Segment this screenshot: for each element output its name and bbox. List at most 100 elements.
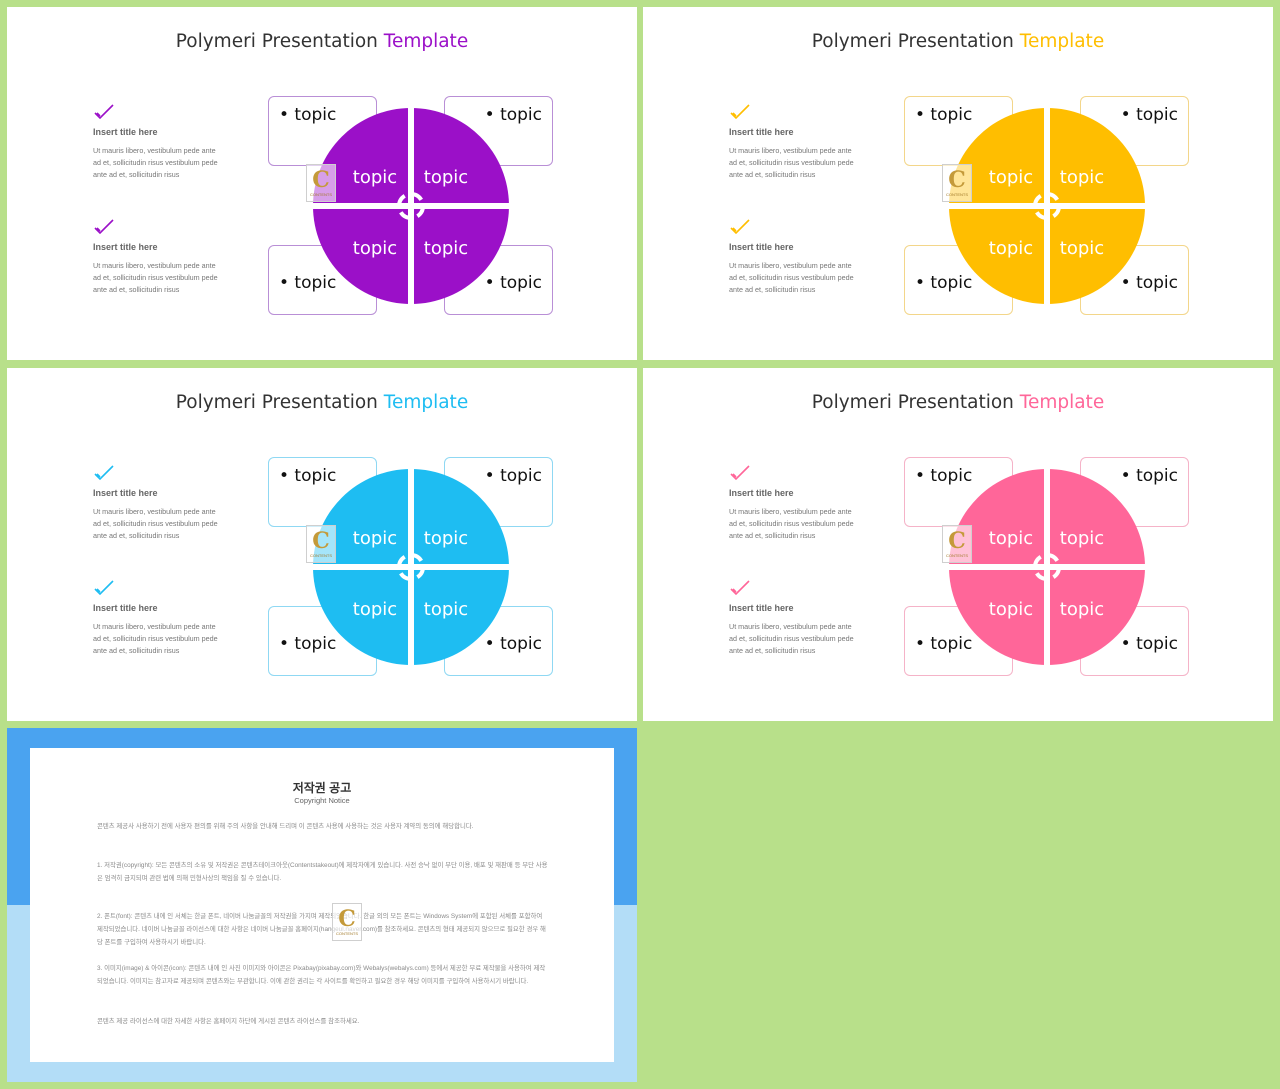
item-title: Insert title here xyxy=(93,242,158,252)
topic-box-label: • topic xyxy=(915,105,973,125)
slide-thumbnail[interactable]: Polymeri Presentation Template Insert ti… xyxy=(643,368,1273,721)
topic-box-label: • topic xyxy=(915,466,973,486)
quadrant-label: topic xyxy=(1060,599,1104,620)
topic-box-label: • topic xyxy=(915,273,973,293)
divider xyxy=(949,203,1145,209)
topic-box-label: • topic xyxy=(484,273,542,293)
list-item: Insert title here Ut mauris libero, vest… xyxy=(729,218,859,296)
topic-box-label: • topic xyxy=(279,634,337,654)
quadrant-label: topic xyxy=(424,528,468,549)
item-title: Insert title here xyxy=(93,603,158,613)
watermark-text: CONTENTS xyxy=(310,192,332,197)
list-item: Insert title here Ut mauris libero, vest… xyxy=(93,103,223,181)
item-title: Insert title here xyxy=(729,488,794,498)
slide-thumbnail[interactable]: Polymeri Presentation Template Insert ti… xyxy=(7,7,637,360)
check-icon xyxy=(730,580,750,596)
topic-box-label: • topic xyxy=(1120,634,1178,654)
topic-box-label: • topic xyxy=(915,634,973,654)
title-accent: Template xyxy=(383,392,469,413)
center-ring-icon xyxy=(397,553,425,581)
list-item: Insert title here Ut mauris libero, vest… xyxy=(93,579,223,657)
topic-box-label: • topic xyxy=(279,273,337,293)
list-item: Insert title here Ut mauris libero, vest… xyxy=(729,579,859,657)
watermark-letter: C xyxy=(338,906,356,932)
center-ring-icon xyxy=(1033,192,1061,220)
watermark-text: CONTENTS xyxy=(336,931,358,936)
item-title: Insert title here xyxy=(93,127,158,137)
notice-paragraph: 콘텐츠 제공 라이선스에 대한 자세한 사항은 홈페이지 하단에 게시된 콘텐츠… xyxy=(97,1018,360,1025)
item-body: Ut mauris libero, vestibulum pede ante a… xyxy=(93,261,218,294)
title-accent: Template xyxy=(383,31,469,52)
slide-thumbnail[interactable]: Polymeri Presentation Template Insert ti… xyxy=(7,368,637,721)
item-body: Ut mauris libero, vestibulum pede ante a… xyxy=(93,622,218,655)
center-ring-icon xyxy=(397,192,425,220)
notice-paragraph: 3. 이미지(image) & 아이콘(icon): 콘텐츠 내에 인 사진 이… xyxy=(97,965,546,985)
watermark-logo: C CONTENTS xyxy=(332,903,362,941)
watermark-letter: C xyxy=(312,167,330,193)
watermark-letter: C xyxy=(312,528,330,554)
divider xyxy=(949,564,1145,570)
slide-title: Polymeri Presentation Template xyxy=(7,392,637,413)
title-main: Polymeri Presentation xyxy=(175,392,384,413)
slide-thumbnail[interactable]: Polymeri Presentation Template Insert ti… xyxy=(643,7,1273,360)
quadrant-label: topic xyxy=(424,238,468,259)
quadrant-label: topic xyxy=(1060,238,1104,259)
slide-title: Polymeri Presentation Template xyxy=(643,392,1273,413)
item-title: Insert title here xyxy=(729,603,794,613)
topic-box-label: • topic xyxy=(484,105,542,125)
notice-paragraph: 콘텐츠 제공사 사용하기 전에 사용자 편의를 위해 주의 사항을 안내해 드리… xyxy=(97,823,474,830)
check-icon xyxy=(94,580,114,596)
item-body: Ut mauris libero, vestibulum pede ante a… xyxy=(729,507,854,540)
watermark-text: CONTENTS xyxy=(946,553,968,558)
check-icon xyxy=(730,465,750,481)
item-title: Insert title here xyxy=(93,488,158,498)
copyright-slide[interactable]: 저작권 공고 Copyright Notice 콘텐츠 제공사 사용하기 전에 … xyxy=(7,728,637,1082)
center-ring-icon xyxy=(1033,553,1061,581)
watermark-text: CONTENTS xyxy=(946,192,968,197)
watermark-logo: C CONTENTS xyxy=(306,525,336,563)
list-item: Insert title here Ut mauris libero, vest… xyxy=(729,464,859,542)
slide-title: Polymeri Presentation Template xyxy=(7,31,637,52)
quadrant-circle: topic topic topic topic xyxy=(313,108,509,304)
topic-box-label: • topic xyxy=(279,466,337,486)
topic-box-label: • topic xyxy=(1120,466,1178,486)
quadrant-circle: topic topic topic topic xyxy=(949,469,1145,665)
quadrant-label: topic xyxy=(989,528,1033,549)
topic-box-label: • topic xyxy=(484,466,542,486)
quadrant-label: topic xyxy=(353,528,397,549)
watermark-letter: C xyxy=(948,167,966,193)
item-title: Insert title here xyxy=(729,127,794,137)
quadrant-label: topic xyxy=(353,167,397,188)
watermark-logo: C CONTENTS xyxy=(942,164,972,202)
watermark-text: CONTENTS xyxy=(310,553,332,558)
notice-paragraph: 1. 저작권(copyright): 모든 콘텐츠의 소유 및 저작권은 콘텐츠… xyxy=(97,862,548,882)
title-main: Polymeri Presentation xyxy=(175,31,384,52)
topic-box-label: • topic xyxy=(1120,273,1178,293)
list-item: Insert title here Ut mauris libero, vest… xyxy=(729,103,859,181)
watermark-logo: C CONTENTS xyxy=(306,164,336,202)
check-icon xyxy=(94,104,114,120)
divider xyxy=(313,203,509,209)
item-body: Ut mauris libero, vestibulum pede ante a… xyxy=(729,261,854,294)
item-body: Ut mauris libero, vestibulum pede ante a… xyxy=(93,507,218,540)
check-icon xyxy=(94,465,114,481)
topic-box-label: • topic xyxy=(484,634,542,654)
quadrant-label: topic xyxy=(424,599,468,620)
list-item: Insert title here Ut mauris libero, vest… xyxy=(93,464,223,542)
divider xyxy=(313,564,509,570)
list-item: Insert title here Ut mauris libero, vest… xyxy=(93,218,223,296)
check-icon xyxy=(730,104,750,120)
slide-title: Polymeri Presentation Template xyxy=(643,31,1273,52)
notice-title: 저작권 공고 xyxy=(292,781,352,795)
topic-box-label: • topic xyxy=(279,105,337,125)
notice-subtitle: Copyright Notice xyxy=(294,796,350,805)
item-body: Ut mauris libero, vestibulum pede ante a… xyxy=(93,146,218,179)
quadrant-label: topic xyxy=(353,599,397,620)
item-body: Ut mauris libero, vestibulum pede ante a… xyxy=(729,622,854,655)
quadrant-label: topic xyxy=(424,167,468,188)
quadrant-label: topic xyxy=(989,167,1033,188)
watermark-letter: C xyxy=(948,528,966,554)
check-icon xyxy=(94,219,114,235)
title-main: Polymeri Presentation xyxy=(811,31,1020,52)
quadrant-circle: topic topic topic topic xyxy=(313,469,509,665)
